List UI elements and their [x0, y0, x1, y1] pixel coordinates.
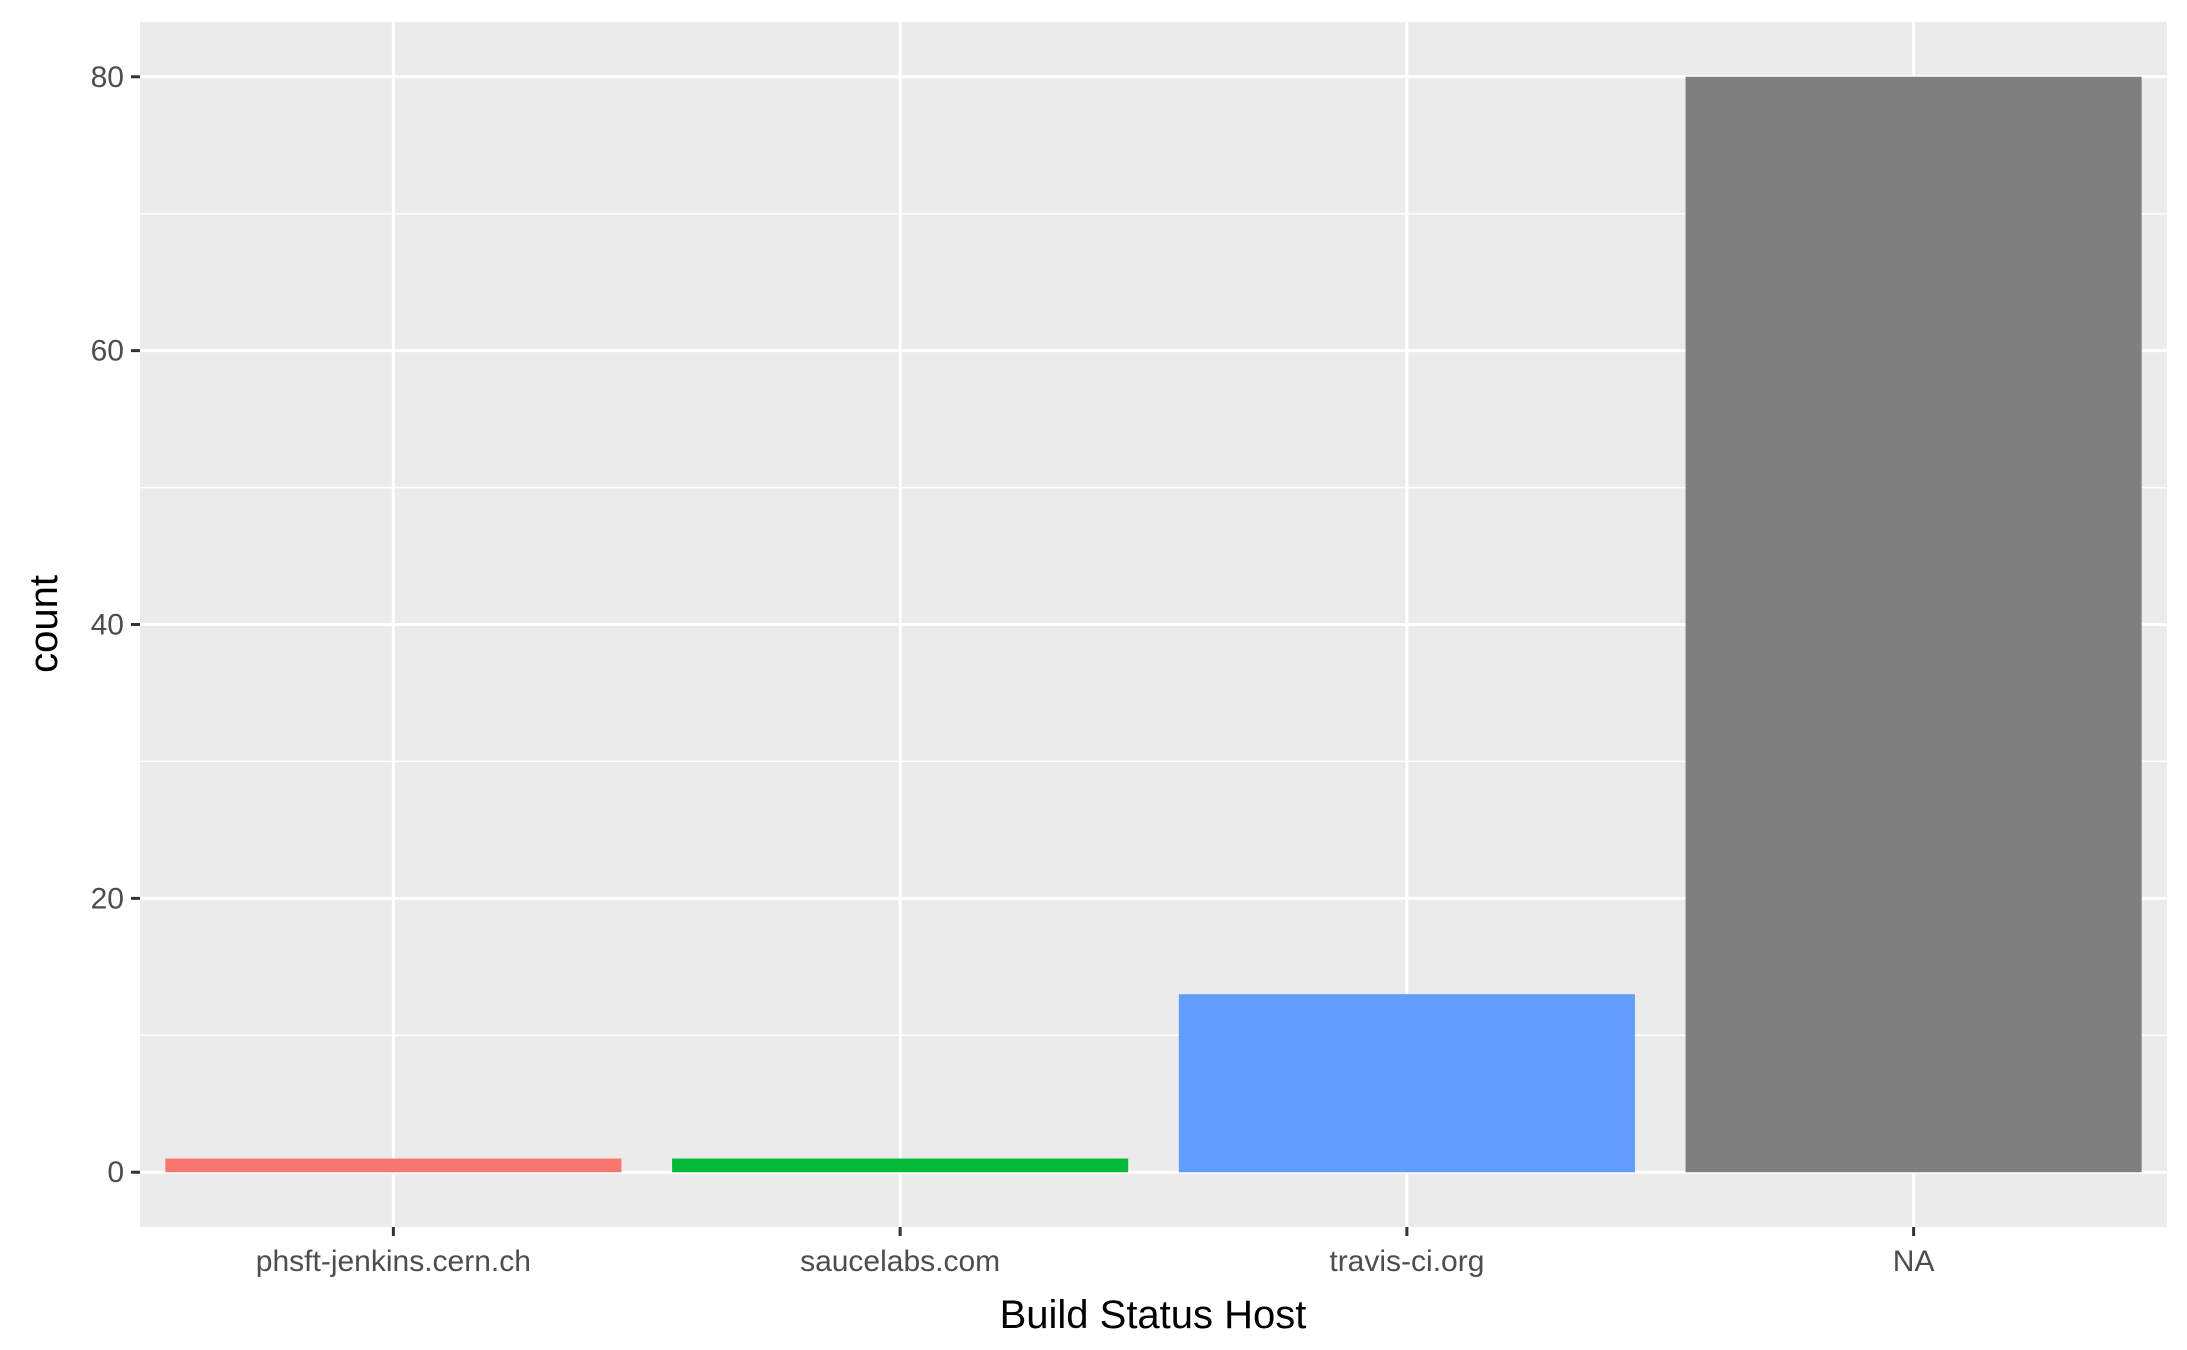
x-axis-title: Build Status Host [1000, 1293, 1307, 1337]
y-tick-label: 60 [91, 335, 124, 368]
y-axis: 0 20 40 60 80 [91, 61, 140, 1189]
x-tick-label: saucelabs.com [800, 1245, 1000, 1278]
bars [165, 76, 2142, 1173]
bar-na [1685, 76, 2142, 1173]
x-tick-label: phsft-jenkins.cern.ch [256, 1245, 531, 1278]
bar-travis-ci-org [1178, 994, 1635, 1173]
bar-phsft-jenkins-cern-ch [165, 1158, 622, 1173]
y-tick-label: 0 [107, 1156, 124, 1189]
bar-saucelabs-com [672, 1158, 1129, 1173]
x-tick-label: travis-ci.org [1329, 1245, 1484, 1278]
y-tick-label: 80 [91, 61, 124, 94]
y-axis-title: count [22, 575, 66, 673]
y-tick-label: 40 [91, 609, 124, 642]
x-axis: phsft-jenkins.cern.ch saucelabs.com travis… [256, 1227, 1935, 1278]
x-tick-label: NA [1893, 1245, 1935, 1278]
y-tick-label: 20 [91, 882, 124, 915]
